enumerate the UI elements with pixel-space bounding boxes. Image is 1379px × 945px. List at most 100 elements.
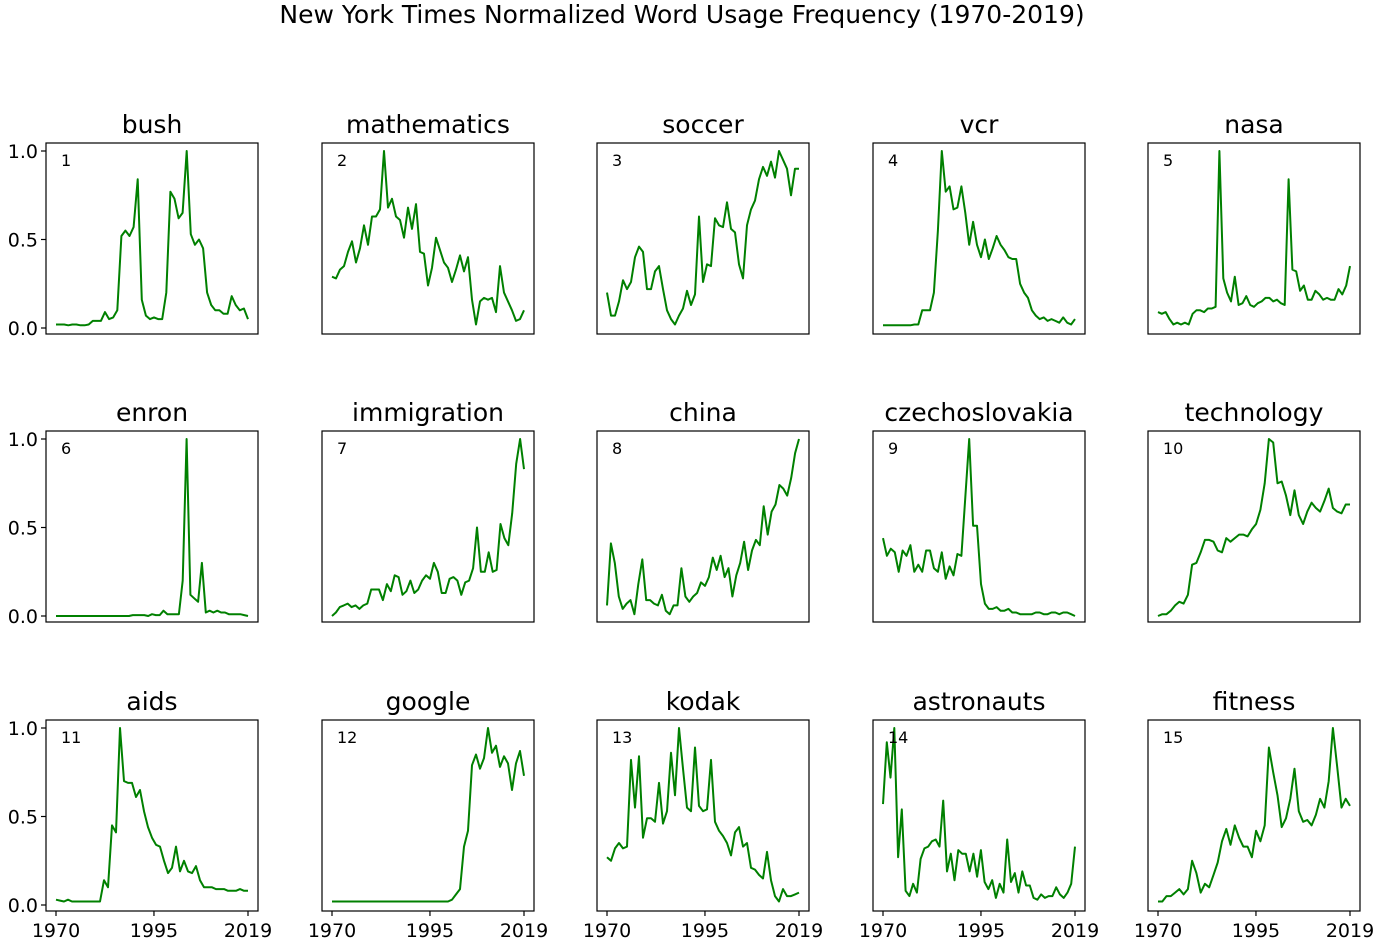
panel-number: 8 [612, 439, 622, 458]
panel-title: czechoslovakia [884, 398, 1073, 427]
panel-number: 7 [337, 439, 347, 458]
x-tick-label: 1970 [583, 920, 631, 942]
panel-vcr: vcr 4 [872, 110, 1086, 335]
axes-frame [321, 430, 535, 623]
x-tick-label: 2019 [1326, 920, 1374, 942]
panel-number: 9 [888, 439, 898, 458]
series-line [1157, 150, 1351, 326]
axes-frame [321, 142, 535, 335]
axes-frame [45, 430, 259, 623]
panel-title: china [669, 398, 737, 427]
panel-kodak: kodak 13 1970 1995 2019 [583, 687, 823, 942]
figure-title: New York Times Normalized Word Usage Fre… [279, 0, 1084, 29]
axes-frame [596, 719, 810, 912]
panel-google: google 12 1970 1995 2019 [308, 687, 548, 942]
series-line [606, 727, 800, 903]
axes-frame [1147, 719, 1361, 912]
panel-number: 3 [612, 151, 622, 170]
x-tick-label: 1970 [859, 920, 907, 942]
panel-title: enron [116, 398, 188, 427]
series-line [882, 727, 1076, 901]
panel-title: immigration [352, 398, 504, 427]
y-tick-label: 0.5 [8, 807, 38, 829]
panel-number: 4 [888, 151, 898, 170]
panel-number: 14 [888, 728, 908, 747]
series-line [56, 150, 249, 327]
y-tick-label: 0.0 [8, 318, 38, 340]
x-tick-label: 1970 [32, 920, 80, 942]
x-tick-label: 2019 [1051, 920, 1099, 942]
axes-frame [321, 719, 535, 912]
y-tick-label: 0.5 [8, 230, 38, 252]
axes-frame [872, 430, 1086, 623]
panel-title: aids [126, 687, 177, 716]
x-tick-label: 1970 [308, 920, 356, 942]
series-line [882, 438, 1076, 617]
panel-number: 2 [337, 151, 347, 170]
y-tick-label: 1.0 [8, 141, 38, 163]
panel-czechoslovakia: czechoslovakia 9 [872, 398, 1086, 623]
axes-frame [45, 719, 259, 912]
panel-immigration: immigration 7 [321, 398, 535, 623]
y-tick-label: 1.0 [8, 429, 38, 451]
panel-number: 11 [61, 728, 81, 747]
series-line [1157, 438, 1350, 617]
axes-frame [45, 142, 259, 335]
panel-title: bush [122, 110, 183, 139]
series-line [56, 438, 249, 617]
series-line [331, 438, 525, 617]
axes-frame [1147, 430, 1361, 623]
panel-title: mathematics [346, 110, 510, 139]
panel-number: 6 [61, 439, 71, 458]
panel-china: china 8 [596, 398, 810, 623]
panel-fitness: fitness 15 1970 1995 2019 [1134, 687, 1374, 942]
x-tick-label: 1995 [1232, 920, 1280, 942]
series-line [606, 150, 799, 326]
panel-title: vcr [960, 110, 1000, 139]
x-tick-label: 2019 [224, 920, 272, 942]
panel-mathematics: mathematics 2 [321, 110, 535, 335]
x-tick-label: 2019 [500, 920, 548, 942]
y-tick-label: 0.5 [8, 518, 38, 540]
x-tick-label: 1995 [957, 920, 1005, 942]
x-tick-label: 1995 [406, 920, 454, 942]
axes-frame [872, 719, 1086, 912]
y-tick-label: 1.0 [8, 718, 38, 740]
axes-frame [1147, 142, 1361, 335]
panel-number: 15 [1163, 728, 1183, 747]
panel-bush: bush 1 0.0 0.5 1.0 [8, 110, 259, 340]
y-tick-label: 0.0 [8, 895, 38, 917]
small-multiples-grid: bush 1 0.0 0.5 1.0 mathematics 2 soccer 3 vcr 4 nas… [8, 110, 1374, 942]
panel-number: 5 [1163, 151, 1173, 170]
panel-enron: enron 6 0.0 0.5 1.0 [8, 398, 259, 628]
panel-title: soccer [662, 110, 744, 139]
panel-nasa: nasa 5 [1147, 110, 1361, 335]
axes-frame [596, 430, 810, 623]
panel-number: 10 [1163, 439, 1183, 458]
x-tick-label: 1970 [1134, 920, 1182, 942]
panel-title: nasa [1224, 110, 1284, 139]
series-line [606, 438, 800, 616]
panel-title: fitness [1213, 687, 1296, 716]
axes-frame [872, 142, 1086, 335]
series-line [1158, 727, 1351, 903]
x-tick-label: 1995 [681, 920, 729, 942]
panel-number: 13 [612, 728, 632, 747]
panel-aids: aids 11 0.0 0.5 1.0 1970 1995 2019 [8, 687, 272, 942]
axes-frame [596, 142, 810, 335]
panel-number: 1 [61, 151, 71, 170]
panel-soccer: soccer 3 [596, 110, 810, 335]
panel-title: google [386, 687, 471, 716]
panel-title: technology [1185, 398, 1324, 427]
series-line [55, 727, 248, 903]
x-tick-label: 2019 [775, 920, 823, 942]
series-line [883, 150, 1076, 327]
panel-number: 12 [337, 728, 357, 747]
panel-title: astronauts [912, 687, 1045, 716]
x-tick-label: 1995 [130, 920, 178, 942]
series-line [331, 150, 525, 326]
y-tick-label: 0.0 [8, 606, 38, 628]
series-line [332, 727, 525, 903]
panel-title: kodak [666, 687, 741, 716]
